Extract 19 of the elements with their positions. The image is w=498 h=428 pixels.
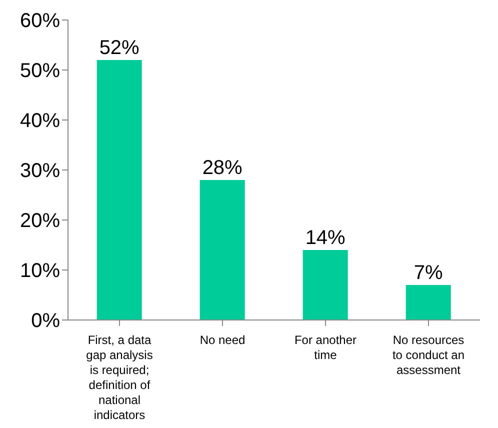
- bar: [406, 285, 451, 320]
- bar: [200, 180, 245, 320]
- bar: [302, 250, 348, 320]
- x-tick-label: First, a data gap analysis is required; definition of national indicators: [86, 333, 153, 422]
- data-label: 52%: [99, 37, 140, 59]
- data-label: 28%: [202, 157, 243, 179]
- y-tick-label: 10%: [20, 260, 60, 282]
- bar: [96, 60, 142, 320]
- x-tick-label: No need: [200, 333, 246, 347]
- y-tick-label: 40%: [20, 110, 60, 132]
- x-tick-label: For another time: [294, 333, 357, 362]
- x-tick-label: No resources to conduct an assessment: [392, 333, 465, 377]
- data-label: 14%: [305, 227, 346, 249]
- y-tick-label: 30%: [20, 160, 60, 182]
- y-tick-label: 0%: [31, 310, 60, 332]
- y-tick-label: 50%: [20, 60, 60, 82]
- y-tick-label: 20%: [20, 210, 60, 232]
- y-tick-label: 60%: [20, 10, 60, 32]
- data-label: 7%: [414, 262, 444, 284]
